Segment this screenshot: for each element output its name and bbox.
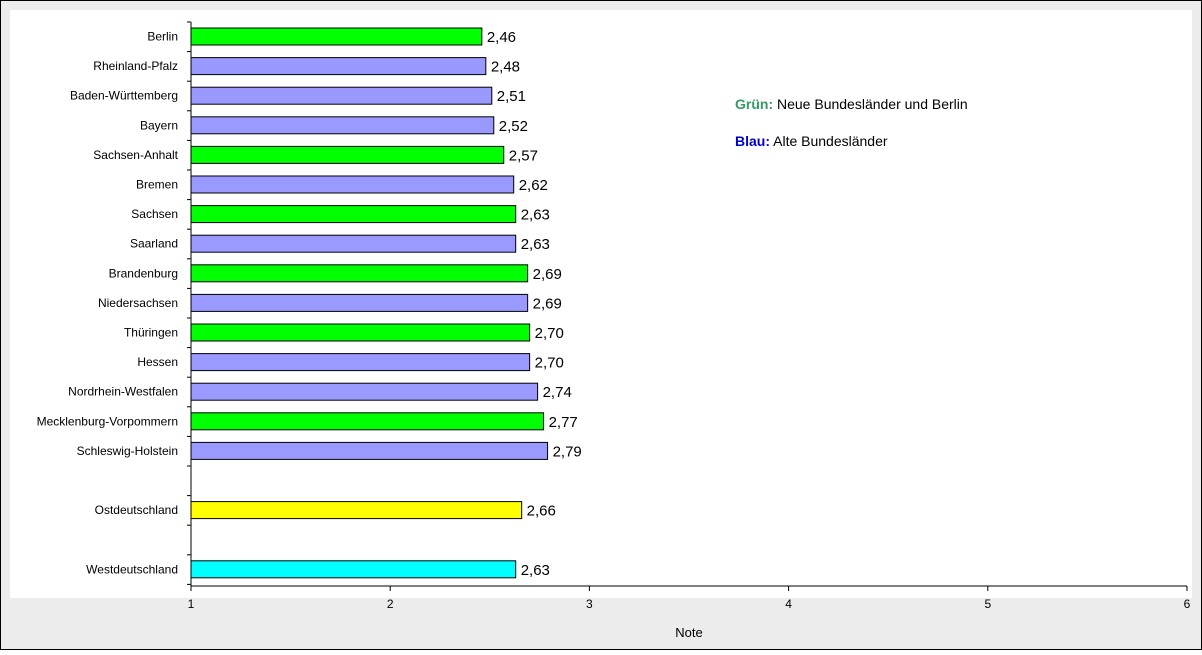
x-tick-label: 2 bbox=[387, 597, 394, 611]
value-label: 2,70 bbox=[535, 325, 564, 342]
legend: Grün: Neue Bundesländer und Berlin Blau: … bbox=[735, 96, 968, 149]
legend-entry: Blau: Alte Bundesländer bbox=[735, 133, 888, 149]
value-label: 2,63 bbox=[521, 236, 550, 253]
value-label: 2,62 bbox=[519, 177, 548, 194]
bar bbox=[190, 353, 531, 372]
value-label: 2,69 bbox=[533, 266, 562, 283]
category-label: Westdeutschland bbox=[86, 562, 178, 576]
value-label: 2,77 bbox=[549, 414, 578, 431]
category-label: Sachsen bbox=[131, 207, 178, 221]
category-label: Bayern bbox=[140, 118, 178, 132]
bar bbox=[190, 293, 529, 312]
bar bbox=[190, 234, 517, 253]
category-label: Saarland bbox=[130, 237, 178, 251]
value-label: 2,57 bbox=[509, 147, 538, 164]
category-label: Berlin bbox=[147, 30, 178, 44]
value-label: 2,46 bbox=[487, 29, 516, 46]
category-label: Nordrhein-Westfalen bbox=[68, 385, 178, 399]
value-label: 2,79 bbox=[553, 443, 582, 460]
x-tick-label: 6 bbox=[1184, 597, 1191, 611]
value-label: 2,70 bbox=[535, 355, 564, 372]
category-label: Ostdeutschland bbox=[95, 503, 178, 517]
bar bbox=[190, 116, 495, 135]
value-label: 2,63 bbox=[521, 207, 550, 224]
legend-description: Neue Bundesländer und Berlin bbox=[773, 96, 968, 112]
x-tick-label: 5 bbox=[984, 597, 991, 611]
bar bbox=[190, 501, 523, 520]
axes-layer: 1 2 3 4 5 6 bbox=[187, 21, 1191, 611]
bar bbox=[190, 57, 487, 76]
bar bbox=[190, 205, 517, 224]
bars-layer: Berlin 2,46 Rheinland-Pfalz 2,48 Baden-Württ… bbox=[37, 27, 582, 579]
category-label: Schleswig-Holstein bbox=[77, 444, 178, 458]
category-label: Hessen bbox=[137, 355, 178, 369]
legend-entry: Grün: Neue Bundesländer und Berlin bbox=[735, 96, 968, 112]
category-label: Sachsen-Anhalt bbox=[93, 148, 178, 162]
bar bbox=[190, 323, 531, 342]
value-label: 2,51 bbox=[497, 88, 526, 105]
category-label: Bremen bbox=[136, 178, 178, 192]
category-label: Mecklenburg-Vorpommern bbox=[37, 414, 178, 428]
category-label: Rheinland-Pfalz bbox=[93, 59, 178, 73]
x-tick-label: 4 bbox=[785, 597, 792, 611]
bar bbox=[190, 175, 515, 194]
category-label: Baden-Württemberg bbox=[70, 89, 178, 103]
x-tick-label: 3 bbox=[586, 597, 593, 611]
legend-key: Blau: bbox=[735, 133, 770, 149]
plot-area bbox=[10, 10, 1192, 598]
value-label: 2,74 bbox=[543, 384, 572, 401]
bar bbox=[190, 86, 493, 105]
x-tick-label: 1 bbox=[188, 597, 195, 611]
value-label: 2,52 bbox=[499, 118, 528, 135]
bar bbox=[190, 264, 529, 283]
bar bbox=[190, 441, 549, 460]
bar bbox=[190, 412, 545, 431]
category-label: Thüringen bbox=[124, 326, 178, 340]
x-axis-title: Note bbox=[675, 625, 702, 640]
bar bbox=[190, 27, 483, 46]
category-label: Niedersachsen bbox=[98, 296, 178, 310]
bar bbox=[190, 145, 505, 164]
value-label: 2,48 bbox=[491, 59, 520, 76]
bar bbox=[190, 560, 517, 579]
value-label: 2,69 bbox=[533, 295, 562, 312]
legend-description: Alte Bundesländer bbox=[770, 133, 888, 149]
category-label: Brandenburg bbox=[109, 266, 178, 280]
legend-key: Grün: bbox=[735, 96, 773, 112]
bar bbox=[190, 382, 539, 401]
value-label: 2,63 bbox=[521, 562, 550, 579]
value-label: 2,66 bbox=[527, 503, 556, 520]
